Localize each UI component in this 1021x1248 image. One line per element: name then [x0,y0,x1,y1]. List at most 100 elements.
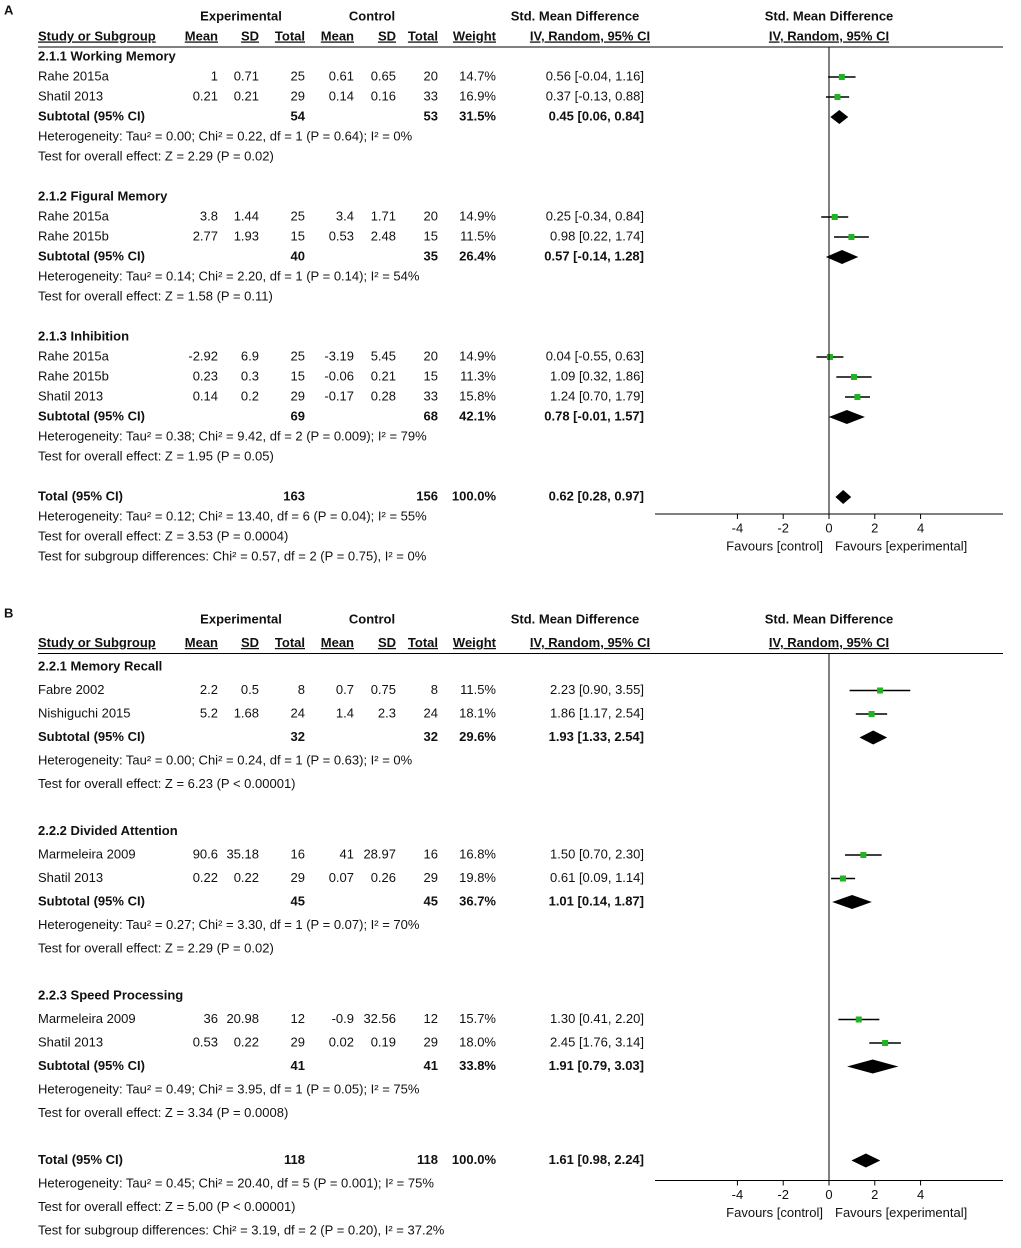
column-header: Study or Subgroup [38,635,156,650]
exp-mean: 3.8 [200,208,218,223]
exp-mean: 0.53 [193,1034,218,1049]
study-name: Rahe 2015b [38,228,109,243]
column-header: SD [241,28,259,43]
effect-square [882,1040,889,1046]
study-name: Marmeleira 2009 [38,1011,136,1026]
effect-square [839,875,846,882]
weight: 33.8% [459,1058,496,1073]
diamond [859,730,888,745]
weight: 11.5% [460,228,496,243]
note: Test for subgroup differences: Chi² = 3.… [38,1222,445,1237]
weight: 26.4% [459,248,496,263]
summary-name: Subtotal (95% CI) [38,729,145,744]
smd-label: 1.86 [1.17, 2.54] [550,705,644,720]
weight: 11.3% [460,368,496,383]
exp-total: 41 [291,1058,305,1073]
header-group: Control [349,8,395,23]
x-tick-label: -4 [732,520,744,535]
ctrl-total: 32 [424,729,438,744]
note: Heterogeneity: Tau² = 0.27; Chi² = 3.30,… [38,917,420,932]
ctrl-total: 15 [424,368,438,383]
column-header: Weight [453,28,497,43]
weight: 15.8% [459,388,496,403]
smd-label: 1.01 [0.14, 1.87] [549,893,644,908]
exp-total: 32 [291,729,305,744]
column-header: SD [378,28,396,43]
ctrl-total: 118 [417,1152,438,1167]
header-group: Control [349,611,395,626]
exp-total: 25 [291,348,305,363]
exp-total: 15 [291,228,305,243]
ctrl-sd: 0.65 [371,68,396,83]
smd-label: 0.78 [-0.01, 1.57] [544,408,644,423]
weight: 18.0% [459,1034,496,1049]
study-name: Shatil 2013 [38,870,103,885]
exp-mean: -2.92 [188,348,218,363]
exp-total: 118 [284,1152,305,1167]
exp-mean: 0.14 [193,388,218,403]
weight: 14.7% [459,68,496,83]
summary-name: Subtotal (95% CI) [38,108,145,123]
exp-sd: 1.44 [234,208,259,223]
ctrl-mean: 1.4 [336,705,354,720]
exp-mean: 0.22 [193,870,218,885]
smd-label: 0.61 [0.09, 1.14] [550,870,644,885]
ctrl-sd: 0.16 [371,88,396,103]
panel-label: A [4,2,14,17]
plot-method: IV, Random, 95% CI [769,635,889,650]
study-name: Nishiguchi 2015 [38,705,131,720]
x-tick-label: 0 [825,1187,832,1202]
note: Test for overall effect: Z = 6.23 (P < 0… [38,776,296,791]
ctrl-total: 15 [424,228,438,243]
ctrl-sd: 0.21 [371,368,396,383]
exp-sd: 35.18 [226,846,259,861]
group-title: 2.2.3 Speed Processing [38,987,183,1002]
group-title: 2.1.3 Inhibition [38,328,129,343]
column-header: Mean [321,28,354,43]
favours-label: Favours [control] [726,1205,823,1220]
header-group: Std. Mean Difference [511,611,640,626]
ctrl-total: 33 [424,88,438,103]
column-header: Total [408,28,438,43]
smd-label: 1.91 [0.79, 3.03] [549,1058,644,1073]
x-tick-label: 4 [917,1187,924,1202]
ctrl-total: 29 [424,870,438,885]
column-header: IV, Random, 95% CI [530,28,650,43]
diamond [830,110,849,124]
note: Heterogeneity: Tau² = 0.14; Chi² = 2.20,… [38,268,420,283]
weight: 36.7% [459,893,496,908]
study-name: Fabre 2002 [38,682,105,697]
exp-total: 45 [291,893,305,908]
plot-title: Std. Mean Difference [765,611,894,626]
note: Heterogeneity: Tau² = 0.00; Chi² = 0.22,… [38,128,413,143]
exp-sd: 6.9 [241,348,259,363]
ctrl-mean: -0.9 [332,1011,354,1026]
ctrl-total: 41 [424,1058,438,1073]
diamond [828,410,865,424]
exp-mean: 5.2 [200,705,218,720]
column-header: Total [275,635,305,650]
column-header: Total [275,28,305,43]
exp-mean: 36 [204,1011,218,1026]
weight: 42.1% [459,408,496,423]
exp-total: 163 [283,488,305,503]
smd-label: 0.62 [0.28, 0.97] [549,488,644,503]
x-tick-label: -2 [777,520,789,535]
ctrl-mean: 0.14 [329,88,354,103]
note: Heterogeneity: Tau² = 0.12; Chi² = 13.40… [38,508,427,523]
ctrl-total: 68 [424,408,438,423]
exp-total: 40 [291,248,305,263]
smd-label: 0.56 [-0.04, 1.16] [546,68,644,83]
smd-label: 0.57 [-0.14, 1.28] [544,248,644,263]
ctrl-total: 29 [424,1034,438,1049]
smd-label: 0.45 [0.06, 0.84] [549,108,644,123]
favours-label: Favours [experimental] [835,1205,967,1220]
exp-mean: 2.77 [193,228,218,243]
diamond [851,1153,881,1168]
exp-sd: 20.98 [226,1011,259,1026]
effect-square [860,852,867,858]
ctrl-sd: 28.97 [363,846,396,861]
weight: 31.5% [459,108,496,123]
exp-sd: 0.2 [241,388,259,403]
